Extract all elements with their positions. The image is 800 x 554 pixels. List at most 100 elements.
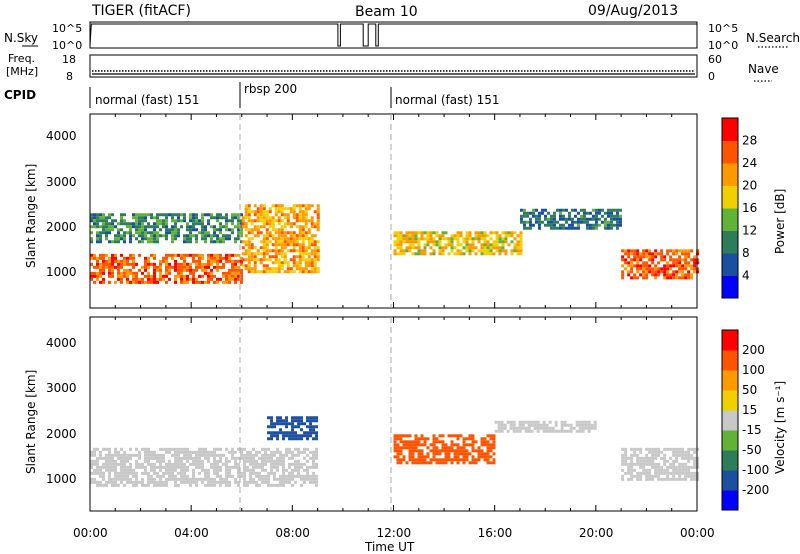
power-cell <box>438 237 442 241</box>
power-cell <box>219 216 222 220</box>
power-ytick-2000: 2000 <box>46 220 77 234</box>
power-cell <box>420 252 424 256</box>
power-cell <box>693 261 697 265</box>
power-cell <box>295 255 299 259</box>
velocity-cell <box>177 450 180 454</box>
power-cell <box>240 274 243 278</box>
velocity-cell <box>285 480 288 484</box>
velocity-cell <box>156 456 159 460</box>
velocity-cell <box>639 471 643 475</box>
velocity-cell <box>309 465 312 469</box>
power-cell <box>219 225 222 229</box>
power-cell <box>231 274 234 278</box>
power-cell <box>123 237 126 241</box>
power-cell <box>150 237 153 241</box>
velocity-cell <box>264 456 267 460</box>
power-cell <box>253 210 257 214</box>
velocity-cell <box>276 468 279 472</box>
power-cell <box>144 274 147 278</box>
power-cell <box>277 252 281 256</box>
power-cell <box>393 249 397 253</box>
power-cell <box>280 246 284 250</box>
velocity-cell <box>624 471 628 475</box>
velocity-cell <box>201 447 204 451</box>
velocity-cell <box>243 447 246 451</box>
power-cell <box>402 240 406 244</box>
power-cell <box>567 226 571 230</box>
velocity-cell <box>312 450 315 454</box>
power-cell <box>165 268 168 272</box>
velocity-cell <box>303 456 306 460</box>
power-cell <box>219 265 222 269</box>
velocity-cell <box>282 471 285 475</box>
power-cell <box>162 259 165 263</box>
velocity-cell <box>315 425 319 429</box>
velocity-cell <box>213 450 216 454</box>
velocity-cell <box>123 456 126 460</box>
power-cell <box>684 258 688 262</box>
velocity-cell <box>207 474 210 478</box>
velocity-cell <box>509 420 513 424</box>
x-tick-label: 12:00 <box>377 526 412 540</box>
power-cell <box>283 237 287 241</box>
velocity-cell <box>681 450 685 454</box>
power-cell <box>99 253 102 257</box>
power-cell <box>546 223 550 227</box>
velocity-cell <box>192 477 195 481</box>
velocity-cell <box>108 480 111 484</box>
velocity-cell <box>135 459 138 463</box>
power-cell <box>286 261 290 265</box>
power-cell <box>540 208 544 212</box>
velocity-cell <box>174 474 177 478</box>
power-cell <box>90 262 93 266</box>
power-cell <box>666 267 670 271</box>
velocity-cell <box>429 458 433 462</box>
velocity-cell <box>447 452 451 456</box>
velocity-cell <box>282 480 285 484</box>
power-cell <box>132 253 135 257</box>
power-cell <box>570 208 574 212</box>
velocity-cell <box>675 453 679 457</box>
power-cell <box>168 213 171 217</box>
velocity-cell <box>126 459 129 463</box>
power-cell <box>423 237 427 241</box>
power-cell <box>253 267 257 271</box>
velocity-cell <box>261 480 264 484</box>
velocity-cell <box>234 456 237 460</box>
velocity-cell <box>542 429 546 433</box>
velocity-cell <box>111 459 114 463</box>
velocity-cell <box>672 450 676 454</box>
power-cell <box>265 237 269 241</box>
power-cell <box>630 252 634 256</box>
power-cell <box>399 237 403 241</box>
velocity-cell <box>402 458 406 462</box>
velocity-cell <box>420 449 424 453</box>
velocity-cell <box>258 450 261 454</box>
power-cell <box>96 216 99 220</box>
power-cell <box>286 207 290 211</box>
velocity-cell <box>180 465 183 469</box>
velocity-cell <box>267 471 270 475</box>
power-cell <box>501 249 505 253</box>
power-cell <box>462 237 466 241</box>
velocity-cell <box>114 480 117 484</box>
power-cell <box>231 216 234 220</box>
velocity-cell <box>90 462 93 466</box>
power-cell <box>265 210 269 214</box>
power-cell <box>108 262 111 266</box>
power-cell <box>274 213 278 217</box>
velocity-cell <box>183 477 186 481</box>
power-cell <box>250 210 254 214</box>
power-cell <box>283 240 287 244</box>
velocity-cell <box>213 468 216 472</box>
velocity-cell <box>183 480 186 484</box>
velocity-cell <box>186 465 189 469</box>
velocity-cell <box>420 455 424 459</box>
power-cell <box>280 267 284 271</box>
velocity-cell <box>96 456 99 460</box>
velocity-cell <box>255 462 258 466</box>
power-cell <box>117 265 120 269</box>
velocity-cell <box>285 434 289 438</box>
power-cell <box>277 222 281 226</box>
power-cell <box>666 273 670 277</box>
